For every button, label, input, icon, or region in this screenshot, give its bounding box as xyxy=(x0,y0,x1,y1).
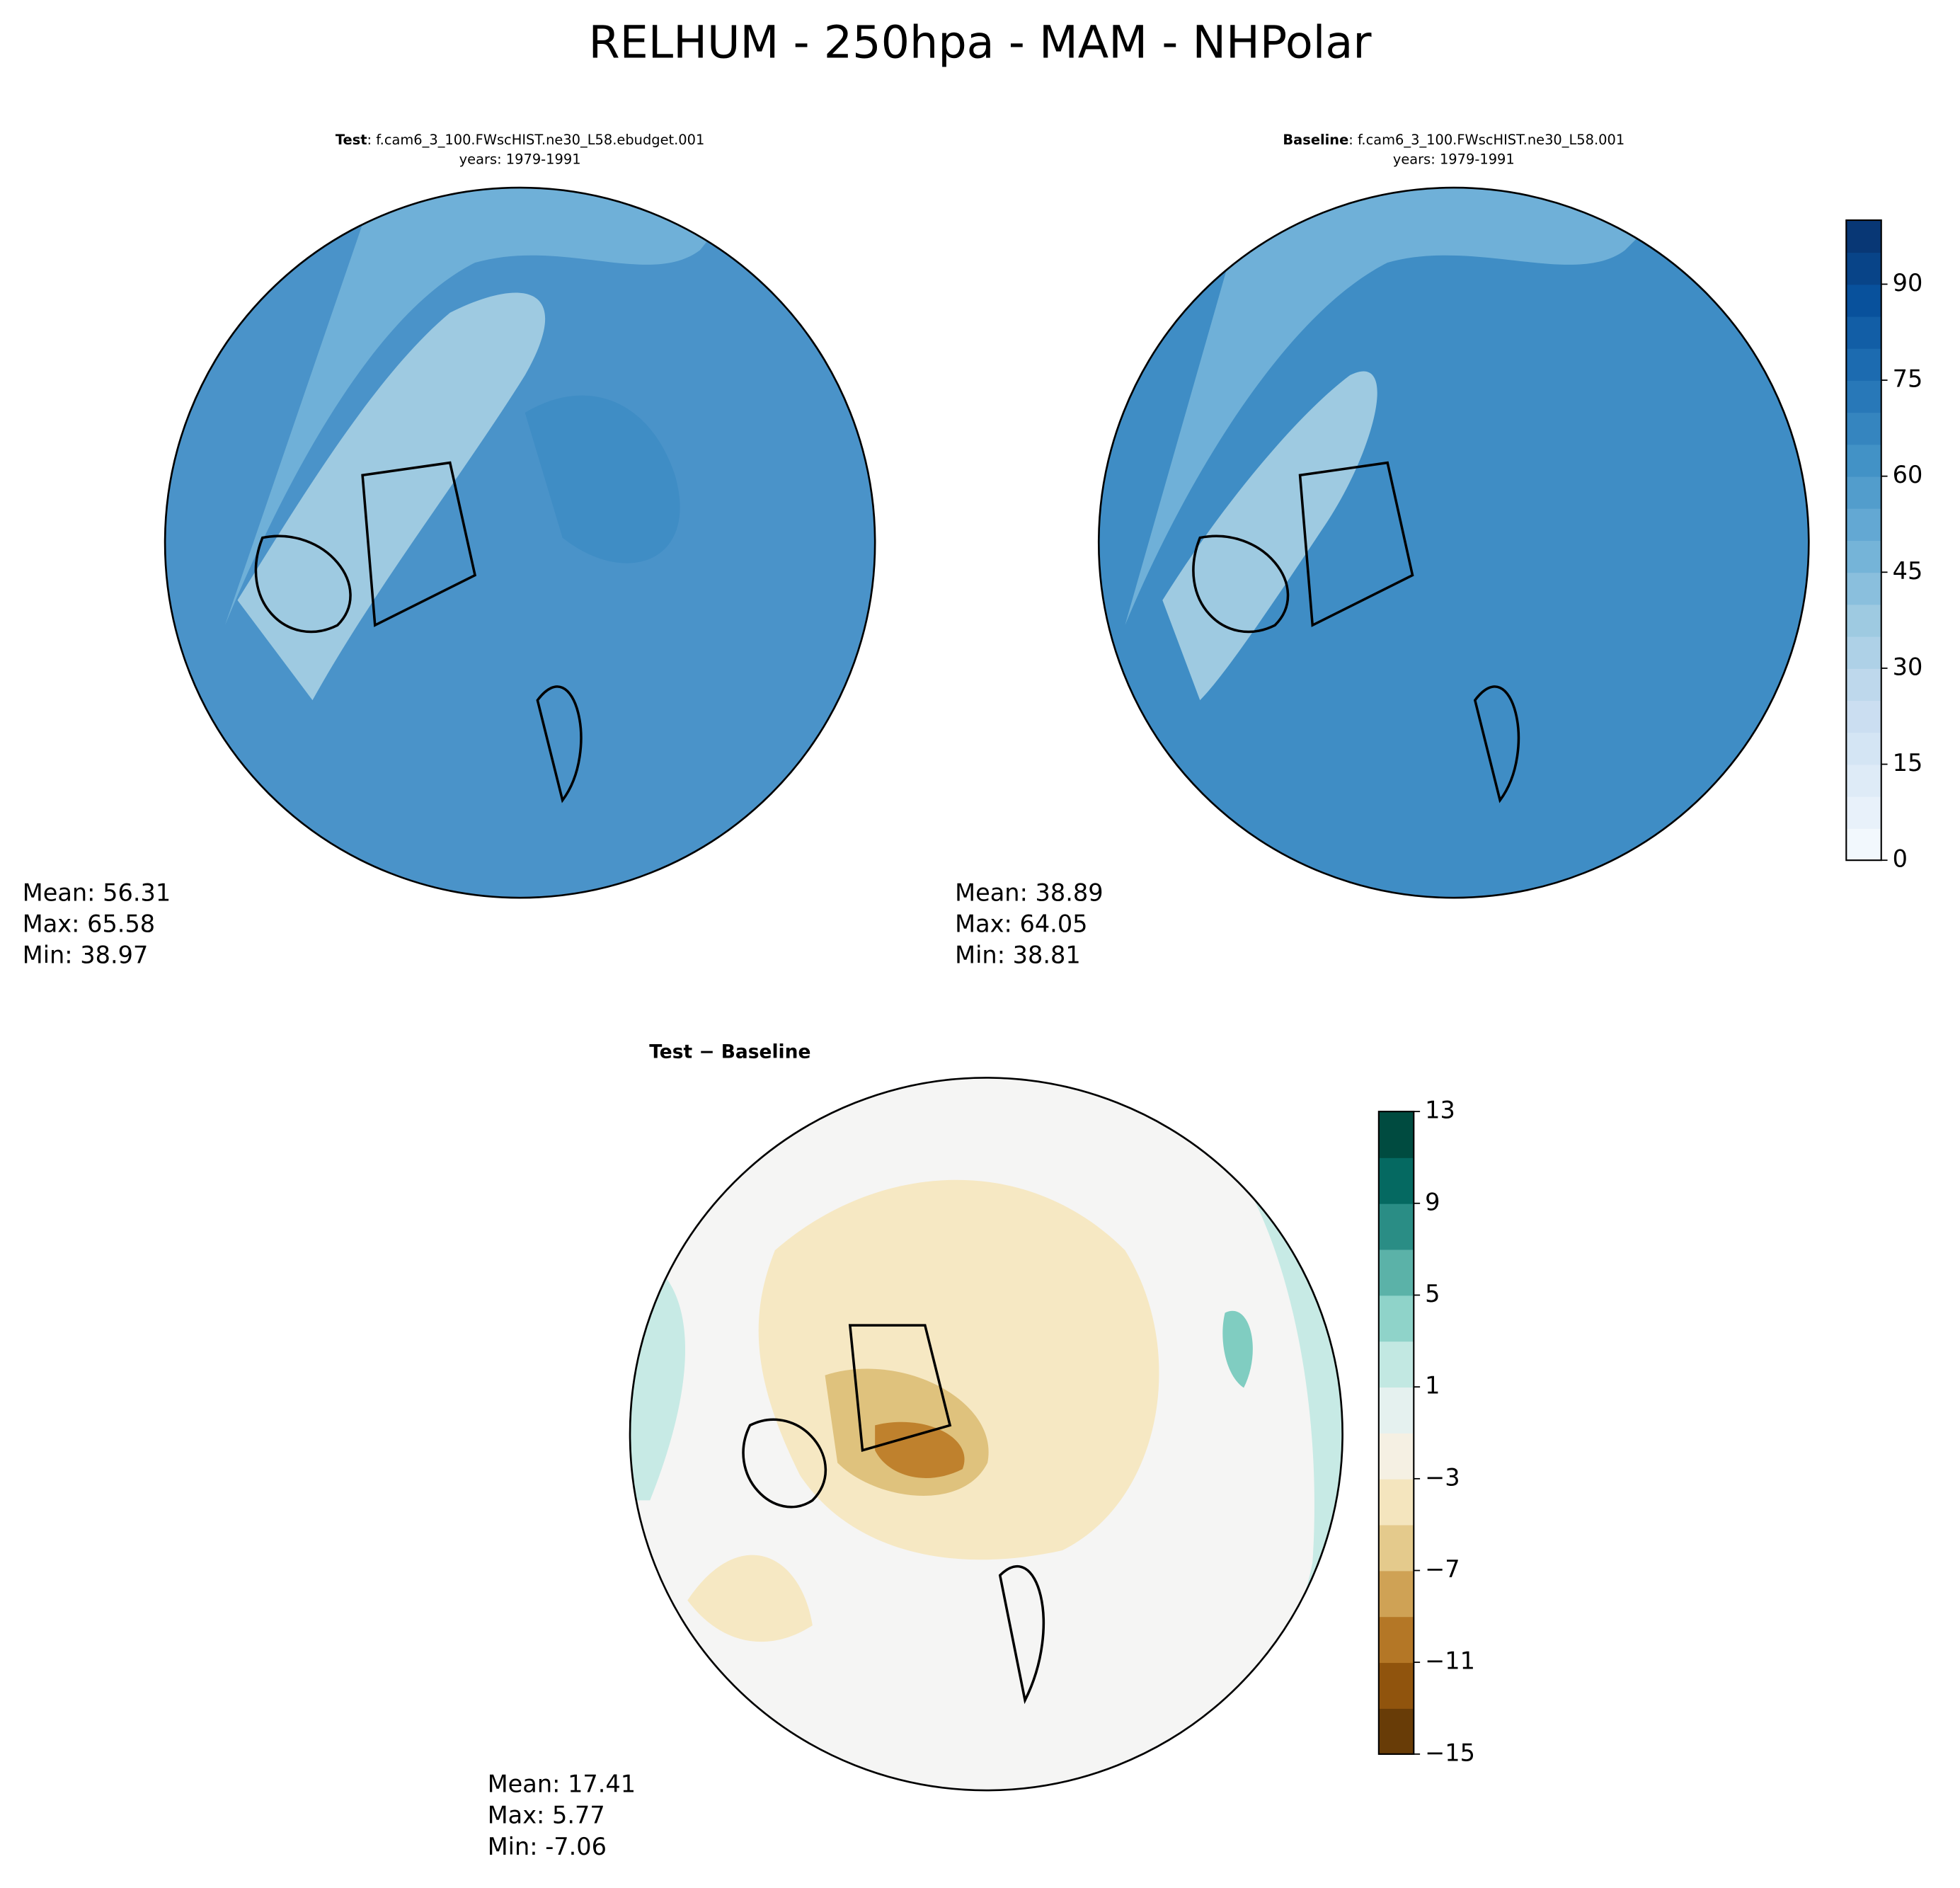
colorbar-band xyxy=(1378,1157,1414,1204)
colorbar-band xyxy=(1846,828,1881,862)
panel-title: Test − Baseline xyxy=(649,1041,810,1063)
colorbar-band xyxy=(1846,796,1881,829)
colorbar-band xyxy=(1378,1203,1414,1250)
colorbar-band xyxy=(1846,572,1881,605)
colorbar-band xyxy=(1378,1295,1414,1342)
colorbar-tick-label: −11 xyxy=(1425,1647,1475,1675)
stat-line: Max: 5.77 xyxy=(488,1802,605,1829)
colorbar-band xyxy=(1378,1478,1414,1526)
panel-title: Test: f.cam6_3_100.FWscHIST.ne30_L58.ebu… xyxy=(336,131,704,147)
colorbar-band xyxy=(1378,1570,1414,1618)
colorbar-band xyxy=(1846,476,1881,509)
colorbar-band xyxy=(1846,220,1881,253)
colorbar-tick-label: −7 xyxy=(1425,1555,1460,1583)
colorbar-band xyxy=(1846,604,1881,637)
colorbar-band xyxy=(1378,1341,1414,1388)
panel-years: years: 1979-1991 xyxy=(459,151,581,168)
colorbar-tick-label: 75 xyxy=(1893,365,1923,393)
colorbar-tick-label: 90 xyxy=(1893,269,1923,297)
colorbar-band xyxy=(1846,700,1881,733)
colorbar-band xyxy=(1378,1662,1414,1709)
colorbar-tick-label: 45 xyxy=(1893,557,1923,585)
colorbar-band xyxy=(1378,1432,1414,1480)
colorbar-tick-label: 30 xyxy=(1893,653,1923,680)
stat-line: Mean: 17.41 xyxy=(488,1770,636,1797)
colorbar-band xyxy=(1846,316,1881,349)
colorbar-band xyxy=(1378,1111,1414,1158)
colorbar-frame xyxy=(1377,1111,1415,1755)
stat-line: Mean: 38.89 xyxy=(955,879,1103,906)
map xyxy=(1099,188,1809,898)
panel-title: Baseline: f.cam6_3_100.FWscHIST.ne30_L58… xyxy=(1283,131,1624,147)
colorbar-band xyxy=(1846,412,1881,445)
stat-line: Mean: 56.31 xyxy=(23,879,171,906)
colorbar-tick-label: −15 xyxy=(1425,1739,1475,1766)
map-frame xyxy=(629,1077,1343,1792)
colorbar-tick-label: 13 xyxy=(1425,1097,1455,1124)
stat-line: Min: 38.97 xyxy=(23,942,149,969)
colorbar-band xyxy=(1846,380,1881,413)
colorbar-band xyxy=(1378,1387,1414,1434)
colorbar-band xyxy=(1846,732,1881,765)
case-role: Baseline xyxy=(1283,131,1348,147)
stat-line: Min: 38.81 xyxy=(955,942,1081,969)
colorbar-tick-label: −3 xyxy=(1425,1463,1460,1491)
case-name: : f.cam6_3_100.FWscHIST.ne30_L58.001 xyxy=(1348,131,1624,147)
map-frame xyxy=(164,186,876,899)
colorbar-tick-label: 1 xyxy=(1425,1372,1440,1400)
colorbar-band xyxy=(1846,348,1881,381)
map xyxy=(165,188,876,898)
colorbar-band xyxy=(1378,1524,1414,1572)
case-name: : f.cam6_3_100.FWscHIST.ne30_L58.ebudget… xyxy=(367,131,705,147)
figure-title: RELHUM - 250hpa - MAM - NHPolar xyxy=(588,16,1372,68)
colorbar-band xyxy=(1378,1616,1414,1664)
colorbar-band xyxy=(1378,1249,1414,1296)
stat-line: Min: -7.06 xyxy=(488,1833,607,1860)
colorbar-tick-label: 5 xyxy=(1425,1280,1440,1308)
colorbar-band xyxy=(1846,444,1881,477)
colorbar-band xyxy=(1846,252,1881,285)
colorbar-band xyxy=(1846,284,1881,317)
panel-years: years: 1979-1991 xyxy=(1393,151,1515,168)
map-frame xyxy=(1097,186,1810,899)
colorbar-band xyxy=(1846,508,1881,541)
colorbar-band xyxy=(1846,636,1881,669)
colorbar-tick-label: 15 xyxy=(1893,749,1923,777)
case-role: Test xyxy=(336,131,367,147)
colorbar-frame xyxy=(1845,219,1882,862)
colorbar-band xyxy=(1846,668,1881,702)
colorbar-tick-label: 60 xyxy=(1893,461,1923,488)
colorbar-band xyxy=(1846,764,1881,797)
colorbar-band xyxy=(1378,1707,1414,1755)
colorbar-band xyxy=(1846,540,1881,573)
map xyxy=(630,1077,1343,1791)
stat-line: Max: 65.58 xyxy=(23,910,155,938)
stat-line: Max: 64.05 xyxy=(955,910,1087,938)
colorbar-tick-label: 9 xyxy=(1425,1188,1440,1215)
colorbar-tick-label: 0 xyxy=(1893,845,1908,873)
